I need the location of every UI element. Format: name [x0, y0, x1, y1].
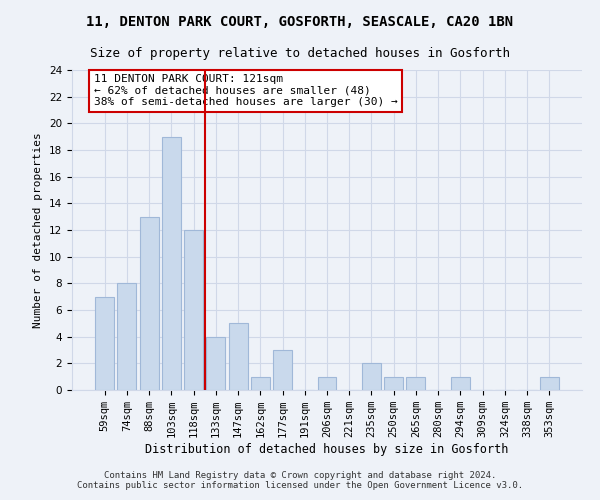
- Y-axis label: Number of detached properties: Number of detached properties: [34, 132, 43, 328]
- Bar: [184, 230, 203, 390]
- X-axis label: Distribution of detached houses by size in Gosforth: Distribution of detached houses by size …: [145, 443, 509, 456]
- Bar: [206, 336, 225, 390]
- Bar: [118, 284, 136, 390]
- Bar: [406, 376, 425, 390]
- Text: Size of property relative to detached houses in Gosforth: Size of property relative to detached ho…: [90, 48, 510, 60]
- Bar: [140, 216, 158, 390]
- Bar: [162, 136, 181, 390]
- Bar: [229, 324, 248, 390]
- Bar: [273, 350, 292, 390]
- Bar: [451, 376, 470, 390]
- Text: Contains HM Land Registry data © Crown copyright and database right 2024.
Contai: Contains HM Land Registry data © Crown c…: [77, 470, 523, 490]
- Bar: [95, 296, 114, 390]
- Bar: [251, 376, 270, 390]
- Bar: [362, 364, 381, 390]
- Text: 11, DENTON PARK COURT, GOSFORTH, SEASCALE, CA20 1BN: 11, DENTON PARK COURT, GOSFORTH, SEASCAL…: [86, 15, 514, 29]
- Bar: [317, 376, 337, 390]
- Bar: [540, 376, 559, 390]
- Text: 11 DENTON PARK COURT: 121sqm
← 62% of detached houses are smaller (48)
38% of se: 11 DENTON PARK COURT: 121sqm ← 62% of de…: [94, 74, 397, 107]
- Bar: [384, 376, 403, 390]
